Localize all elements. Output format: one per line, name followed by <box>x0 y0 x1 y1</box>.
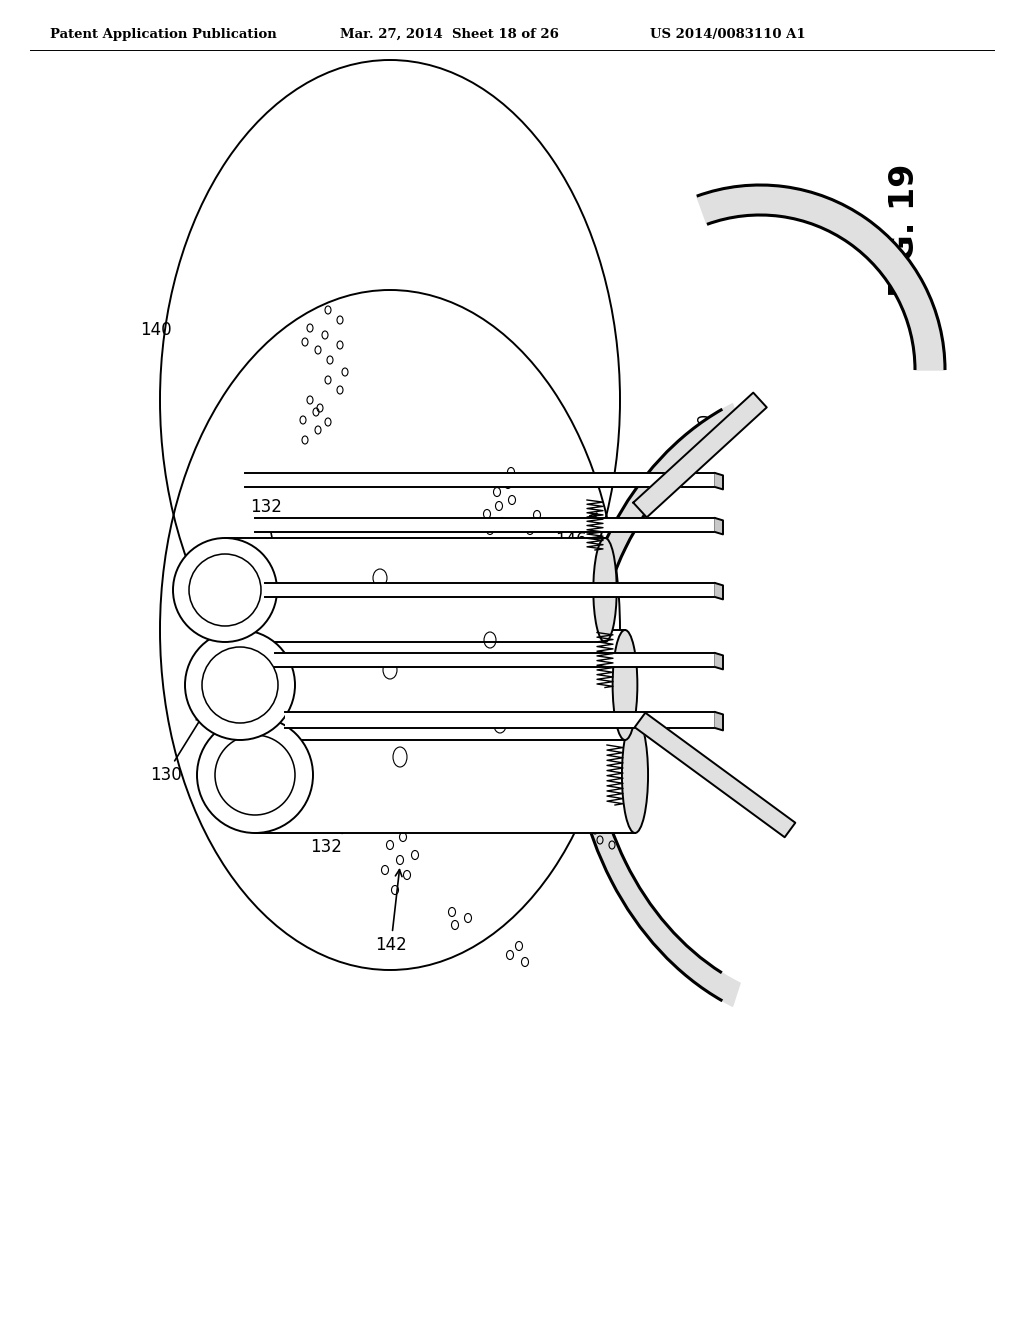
Text: US 2014/0083110 A1: US 2014/0083110 A1 <box>650 28 806 41</box>
Text: FIG. 19: FIG. 19 <box>889 164 922 297</box>
Polygon shape <box>715 711 723 730</box>
FancyBboxPatch shape <box>255 717 635 833</box>
FancyBboxPatch shape <box>285 711 715 729</box>
Text: 142: 142 <box>375 870 407 954</box>
Polygon shape <box>696 185 945 370</box>
FancyBboxPatch shape <box>225 539 605 642</box>
Text: 140: 140 <box>140 321 172 339</box>
FancyBboxPatch shape <box>240 630 625 741</box>
FancyBboxPatch shape <box>245 473 715 487</box>
Text: Mar. 27, 2014  Sheet 18 of 26: Mar. 27, 2014 Sheet 18 of 26 <box>340 28 559 41</box>
Text: 1400: 1400 <box>695 412 713 454</box>
Polygon shape <box>715 473 723 490</box>
Circle shape <box>197 717 313 833</box>
Polygon shape <box>635 713 796 837</box>
FancyBboxPatch shape <box>275 653 715 667</box>
Text: 132: 132 <box>250 498 282 564</box>
Ellipse shape <box>622 717 648 833</box>
Ellipse shape <box>593 539 616 642</box>
FancyBboxPatch shape <box>255 517 715 532</box>
FancyBboxPatch shape <box>265 583 715 597</box>
Circle shape <box>173 539 278 642</box>
Text: 130: 130 <box>150 715 203 784</box>
Polygon shape <box>715 517 723 535</box>
Polygon shape <box>715 583 723 599</box>
Polygon shape <box>715 653 723 669</box>
Text: Patent Application Publication: Patent Application Publication <box>50 28 276 41</box>
Circle shape <box>185 630 295 741</box>
Text: 132: 132 <box>310 813 367 855</box>
Text: 146: 146 <box>555 513 597 549</box>
Ellipse shape <box>612 630 637 741</box>
Polygon shape <box>570 404 740 1006</box>
Polygon shape <box>633 392 767 517</box>
